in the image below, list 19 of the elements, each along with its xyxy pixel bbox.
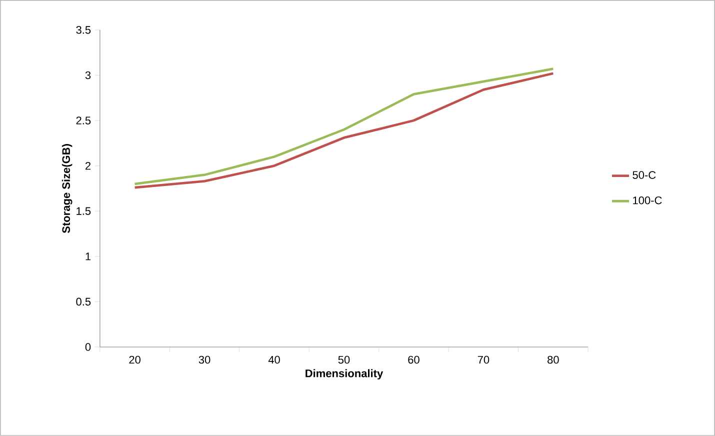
x-axis-title: Dimensionality	[306, 369, 384, 380]
y-axis-title: Storage Size(GB)	[62, 144, 72, 234]
x-tick-label: 50	[338, 356, 350, 364]
y-tick-label: 2.5	[76, 116, 91, 124]
legend-label: 100-C	[633, 196, 662, 204]
x-tick-label: 60	[408, 356, 420, 364]
legend-label: 50-C	[632, 171, 656, 179]
y-tick-label: 0.5	[76, 298, 91, 306]
x-tick-label: 70	[478, 356, 490, 364]
x-tick-label: 20	[129, 356, 140, 364]
x-tick-label: 30	[198, 356, 210, 364]
y-tick-label: 3	[85, 71, 91, 80]
y-tick-label: 2	[85, 162, 91, 170]
x-tick-label: 40	[268, 356, 280, 364]
y-tick-label: 3.5	[76, 26, 91, 34]
y-tick-label: 0	[85, 343, 91, 351]
x-tick-label: 80	[548, 356, 559, 364]
y-tick-label: 1.5	[76, 207, 91, 215]
y-tick-label: 1	[86, 252, 91, 260]
